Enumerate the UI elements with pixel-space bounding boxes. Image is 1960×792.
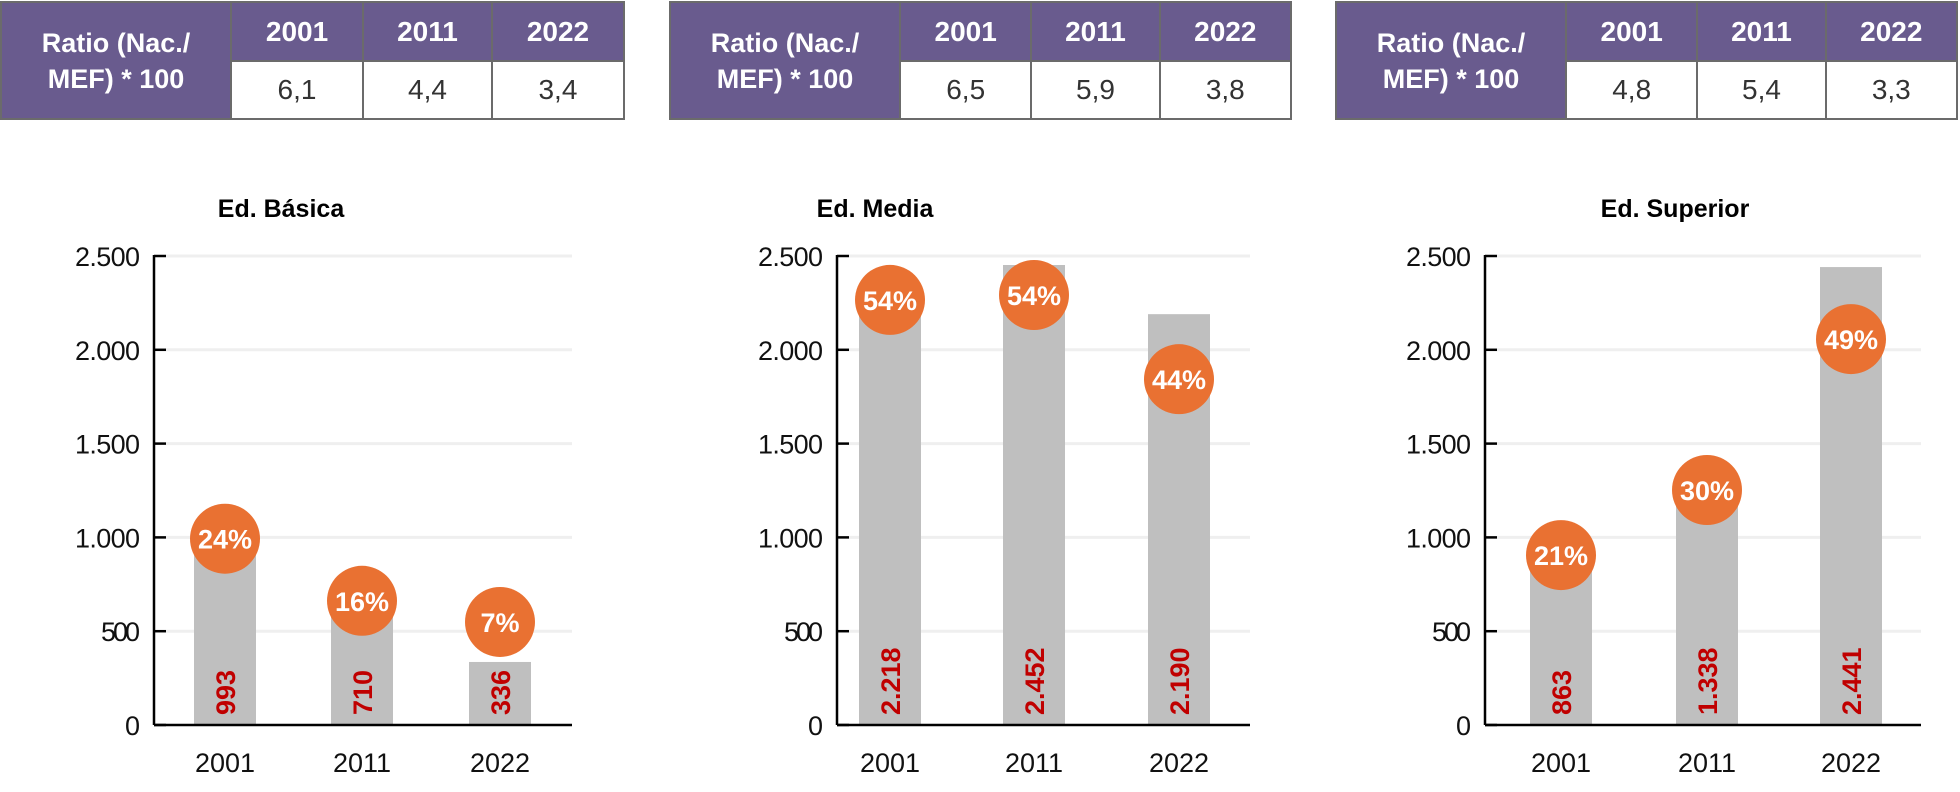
y-tick-label: 500 [784,617,823,647]
ratio-label: Ratio (Nac./ MEF) * 100 [1335,1,1567,120]
ratio-value: 4,4 [362,60,493,120]
y-tick-label: 500 [1432,617,1471,647]
percent-label: 16% [335,587,389,617]
percent-circle [1816,304,1886,375]
bar-chart: Ed. Básica 0 500 1.000 1.500 2.000 2.500 993 24%… [75,195,572,778]
year-header: 2001 [229,1,365,62]
ratio-label-line1: Ratio (Nac./ [1376,27,1526,58]
y-tick-label: 500 [101,617,140,647]
bar-value-label: 2.218 [876,647,906,715]
x-tick-label: 2001 [1531,748,1591,778]
chart-title: Ed. Media [817,195,935,223]
bar-chart: Ed. Superior 0 500 1.000 1.500 2.000 2.500 863 2… [1406,195,1921,778]
year-header: 2011 [1696,1,1827,62]
bar-value-label: 2.441 [1837,647,1867,715]
y-tick-label: 1.500 [75,430,140,460]
y-tick-label: 1.000 [758,523,823,553]
percent-label: 24% [198,525,252,555]
percent-label: 54% [863,286,917,316]
ratio-value: 6,1 [229,60,365,120]
ratio-table: Ratio (Nac./ MEF) * 100 2001 2011 2022 6,1 4,4… [0,1,626,120]
x-tick-label: 2011 [333,748,391,778]
bar [469,661,531,725]
percent-circle [855,264,925,335]
bar-value-label: 993 [211,670,241,715]
ratio-label-line2: MEF) * 100 [47,63,185,94]
ratio-label-line2: MEF) * 100 [1382,63,1520,94]
percent-label: 30% [1680,476,1734,506]
ratio-label-line1: Ratio (Nac./ [710,27,860,58]
percent-circle [1144,344,1214,415]
ratio-value: 3,3 [1824,60,1959,120]
bar-value-label: 710 [348,670,378,715]
year-header: 2022 [490,1,626,62]
ratio-label-line2: MEF) * 100 [716,63,854,94]
x-tick-label: 2001 [860,748,920,778]
bar-chart: Ed. Media 0 500 1.000 1.500 2.000 2.500 2.218 54… [758,195,1250,778]
percent-label: 7% [480,608,519,638]
percent-circle [327,565,397,636]
y-tick-label: 1.000 [75,523,140,553]
x-tick-label: 2022 [470,748,530,778]
bar-value-label: 1.338 [1693,647,1723,715]
x-tick-label: 2011 [1005,748,1063,778]
y-tick-label: 2.500 [75,242,140,272]
chart-title: Ed. Superior [1601,195,1750,223]
percent-label: 21% [1534,541,1588,571]
bar [859,308,921,725]
x-tick-label: 2022 [1821,748,1881,778]
chart-title: Ed. Básica [218,195,346,223]
y-tick-label: 0 [1456,711,1471,741]
y-tick-label: 1.500 [1406,430,1471,460]
bar-value-label: 336 [486,670,516,715]
ratio-value: 3,8 [1158,60,1293,120]
y-tick-label: 2.000 [75,336,140,366]
y-tick-label: 2.000 [1406,336,1471,366]
percent-circle [1526,520,1596,591]
y-tick-label: 0 [125,711,140,741]
ratio-label: Ratio (Nac./ MEF) * 100 [669,1,901,120]
ratio-value: 5,9 [1030,60,1161,120]
year-header: 2011 [362,1,493,62]
percent-circle [465,586,535,657]
ratio-value: 5,4 [1696,60,1827,120]
y-tick-label: 2.000 [758,336,823,366]
year-header: 2011 [1030,1,1161,62]
bar-value-label: 2.452 [1020,647,1050,715]
ratio-label-line1: Ratio (Nac./ [41,27,191,58]
y-tick-label: 1.500 [758,430,823,460]
percent-label: 49% [1824,325,1878,355]
ratio-value: 3,4 [490,60,626,120]
x-tick-label: 2022 [1149,748,1209,778]
bar-value-label: 2.190 [1165,647,1195,715]
ratio-value: 6,5 [898,60,1033,120]
percent-label: 44% [1152,365,1206,395]
x-tick-label: 2011 [1678,748,1736,778]
y-tick-label: 2.500 [1406,242,1471,272]
y-tick-label: 1.000 [1406,523,1471,553]
y-tick-label: 0 [808,711,823,741]
x-tick-label: 2001 [195,748,255,778]
y-tick-label: 2.500 [758,242,823,272]
ratio-label: Ratio (Nac./ MEF) * 100 [0,1,232,120]
ratio-table: Ratio (Nac./ MEF) * 100 2001 2011 2022 4,8 5,4… [1335,1,1959,120]
bar [1003,265,1065,725]
bar-value-label: 863 [1547,670,1577,715]
percent-circle [999,260,1069,331]
ratio-table: Ratio (Nac./ MEF) * 100 2001 2011 2022 6,5 5,9… [669,1,1293,120]
year-header: 2022 [1158,1,1293,62]
year-header: 2001 [1564,1,1699,62]
percent-circle [1672,454,1742,525]
ratio-value: 4,8 [1564,60,1699,120]
percent-circle [190,503,260,574]
percent-label: 54% [1007,281,1061,311]
year-header: 2001 [898,1,1033,62]
year-header: 2022 [1824,1,1959,62]
